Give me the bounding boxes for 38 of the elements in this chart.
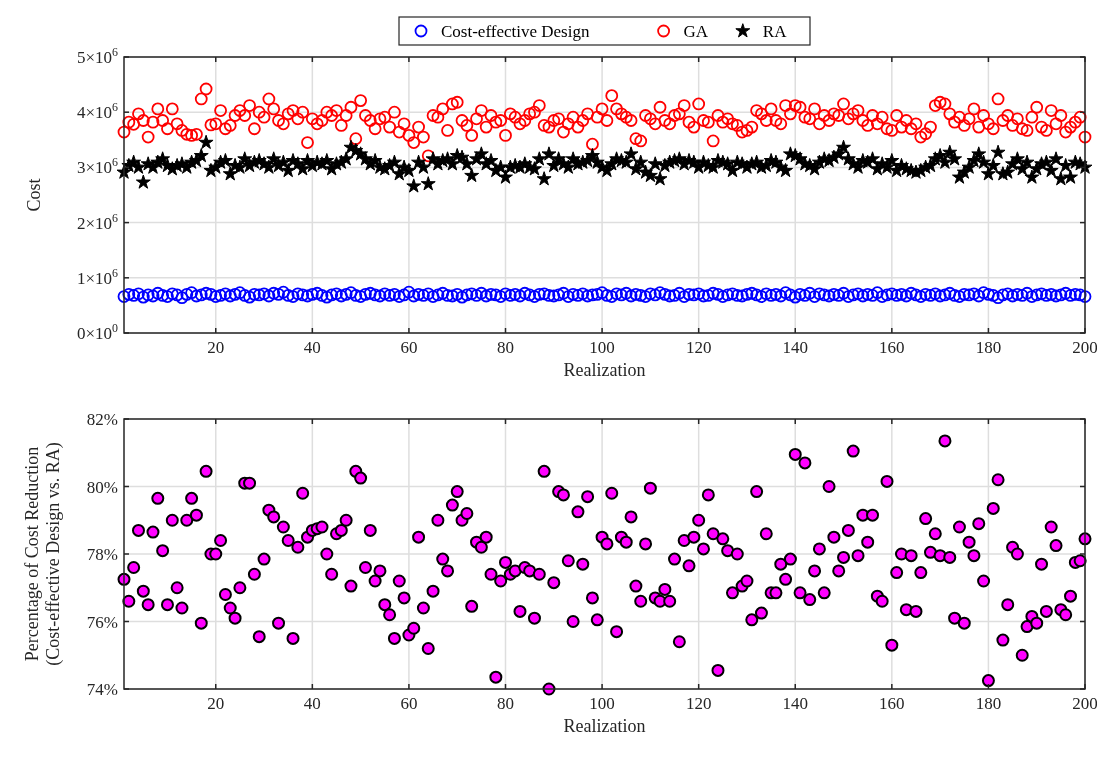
x-tick-label: 40 <box>303 694 321 713</box>
x-tick-label: 80 <box>497 694 514 713</box>
x-tick-label: 60 <box>400 338 418 357</box>
x-tick-label: 100 <box>589 694 615 713</box>
y-tick-label: 3×10$^{6}$ <box>76 155 119 178</box>
x-tick-label: 200 <box>1072 338 1098 357</box>
y-tick-label: 0×10$^{0}$ <box>76 321 119 343</box>
y-tick-label: 78% <box>86 545 118 564</box>
y-tick-label: 76% <box>86 612 118 632</box>
y-tick-label: 5×10$^{6}$ <box>76 45 119 67</box>
x-tick-label: 180 <box>975 338 1002 357</box>
x-tick-label: 60 <box>400 694 418 713</box>
y-tick-label: 80% <box>86 477 118 497</box>
y-tick-label: 82% <box>86 410 118 429</box>
x-axis-title: Realization <box>563 360 646 380</box>
legend-label: RA <box>762 22 788 41</box>
x-tick-label: 180 <box>975 694 1002 713</box>
x-tick-label: 140 <box>782 338 808 357</box>
x-tick-label: 200 <box>1072 694 1098 713</box>
y-tick-label: 4×10$^{6}$ <box>76 100 119 123</box>
x-tick-label: 140 <box>782 694 808 713</box>
x-tick-label: 160 <box>879 694 905 713</box>
x-tick-label: 120 <box>685 338 712 357</box>
y-tick-label: 1×10$^{6}$ <box>76 265 119 288</box>
x-tick-label: 80 <box>497 338 514 357</box>
x-axis-title: Realization <box>563 716 646 736</box>
y-tick-label: 74% <box>86 680 118 699</box>
x-tick-label: 100 <box>589 338 615 357</box>
x-tick-label: 20 <box>207 694 225 713</box>
x-tick-label: 40 <box>303 338 321 357</box>
y-axis-title: Percentage of Cost Reduction (Cost-effective Design vs. RA) <box>22 442 64 666</box>
x-tick-label: 120 <box>685 694 712 713</box>
y-axis-title: Cost <box>24 178 44 212</box>
legend-label: Cost-effective Design <box>441 22 590 41</box>
y-tick-label: 2×10$^{6}$ <box>76 210 119 233</box>
legend-label: GA <box>683 22 709 41</box>
x-tick-label: 20 <box>207 338 225 357</box>
x-tick-label: 160 <box>879 338 905 357</box>
